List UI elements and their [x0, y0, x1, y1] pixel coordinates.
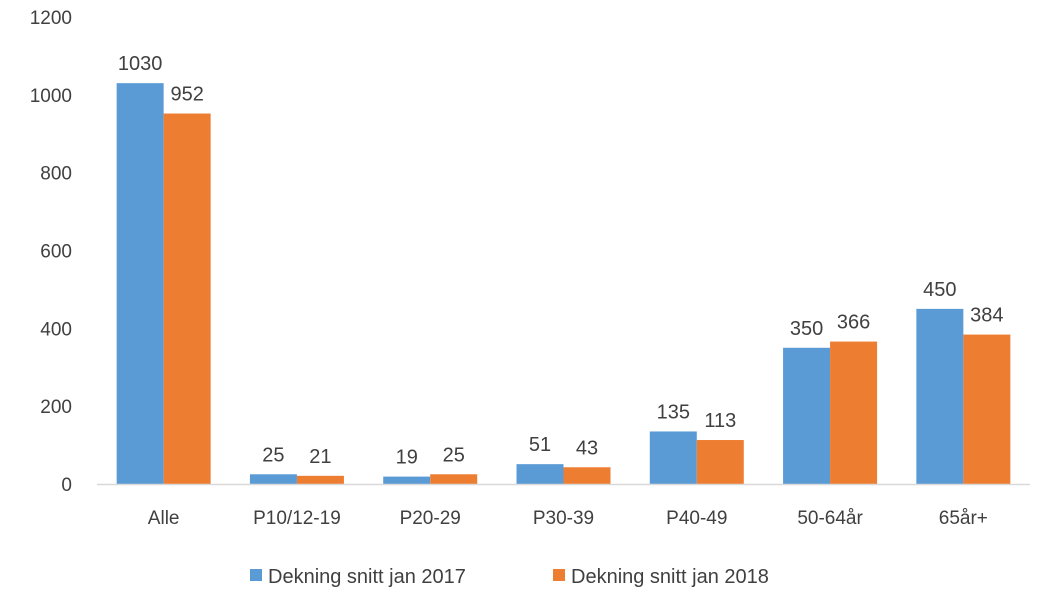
bar [564, 467, 611, 484]
data-label: 43 [576, 437, 598, 459]
y-tick-label: 0 [61, 475, 72, 496]
x-tick-label: P10/12-19 [253, 508, 341, 529]
y-axis: 0 200 400 600 800 1000 1200 [30, 8, 72, 496]
plot-area: 1030 952 25 21 19 25 51 43 135 113 350 366 450 384 [117, 53, 1011, 484]
data-label: 952 [170, 84, 203, 106]
bar [517, 464, 564, 484]
bar [430, 474, 477, 484]
x-axis: Alle P10/12-19 P20-29 P30-39 P40-49 50-64år 65… [148, 508, 988, 529]
bar [783, 348, 830, 484]
data-label: 366 [837, 312, 870, 334]
data-label: 21 [309, 446, 331, 468]
bar [650, 431, 697, 484]
data-label: 1030 [118, 53, 163, 75]
legend-label: Dekning snitt jan 2018 [571, 566, 769, 588]
data-label: 19 [396, 447, 418, 469]
x-tick-label: P40-49 [666, 508, 727, 529]
y-tick-label: 200 [40, 397, 72, 418]
bar [250, 474, 297, 484]
data-label: 450 [923, 279, 956, 301]
y-tick-label: 600 [40, 242, 72, 263]
data-label: 135 [657, 401, 690, 423]
data-label: 350 [790, 318, 823, 340]
x-tick-label: 50-64år [797, 508, 863, 529]
legend-swatch [250, 569, 262, 581]
x-tick-label: P30-39 [533, 508, 594, 529]
bar [383, 477, 430, 484]
bar [916, 309, 963, 484]
y-tick-label: 400 [40, 319, 72, 340]
bar [830, 342, 877, 484]
bar [297, 476, 344, 484]
y-tick-label: 800 [40, 164, 72, 185]
x-tick-label: Alle [148, 508, 180, 529]
bar [117, 83, 164, 484]
data-label: 113 [704, 410, 736, 432]
data-label: 25 [443, 444, 465, 466]
x-tick-label: 65år+ [939, 508, 988, 529]
y-tick-label: 1000 [30, 86, 72, 107]
y-tick-label: 1200 [30, 8, 72, 29]
legend: Dekning snitt jan 2017 Dekning snitt jan … [250, 566, 769, 588]
data-label: 25 [262, 444, 284, 466]
data-label: 384 [970, 305, 1003, 327]
bar [697, 440, 744, 484]
x-tick-label: P20-29 [400, 508, 461, 529]
data-label: 51 [529, 434, 551, 456]
legend-swatch [553, 569, 565, 581]
legend-label: Dekning snitt jan 2017 [268, 566, 466, 588]
bar [963, 335, 1010, 484]
bar [164, 114, 211, 484]
